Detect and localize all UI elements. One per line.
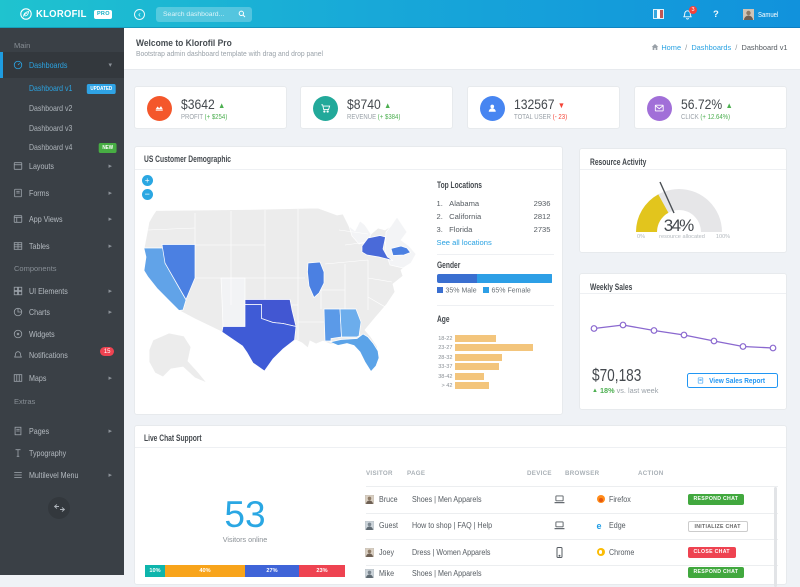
svg-text:resource allocated: resource allocated: [659, 234, 705, 240]
svg-text:100%: 100%: [716, 234, 730, 240]
svg-text:0%: 0%: [637, 234, 645, 240]
svg-text:34%: 34%: [664, 216, 695, 235]
